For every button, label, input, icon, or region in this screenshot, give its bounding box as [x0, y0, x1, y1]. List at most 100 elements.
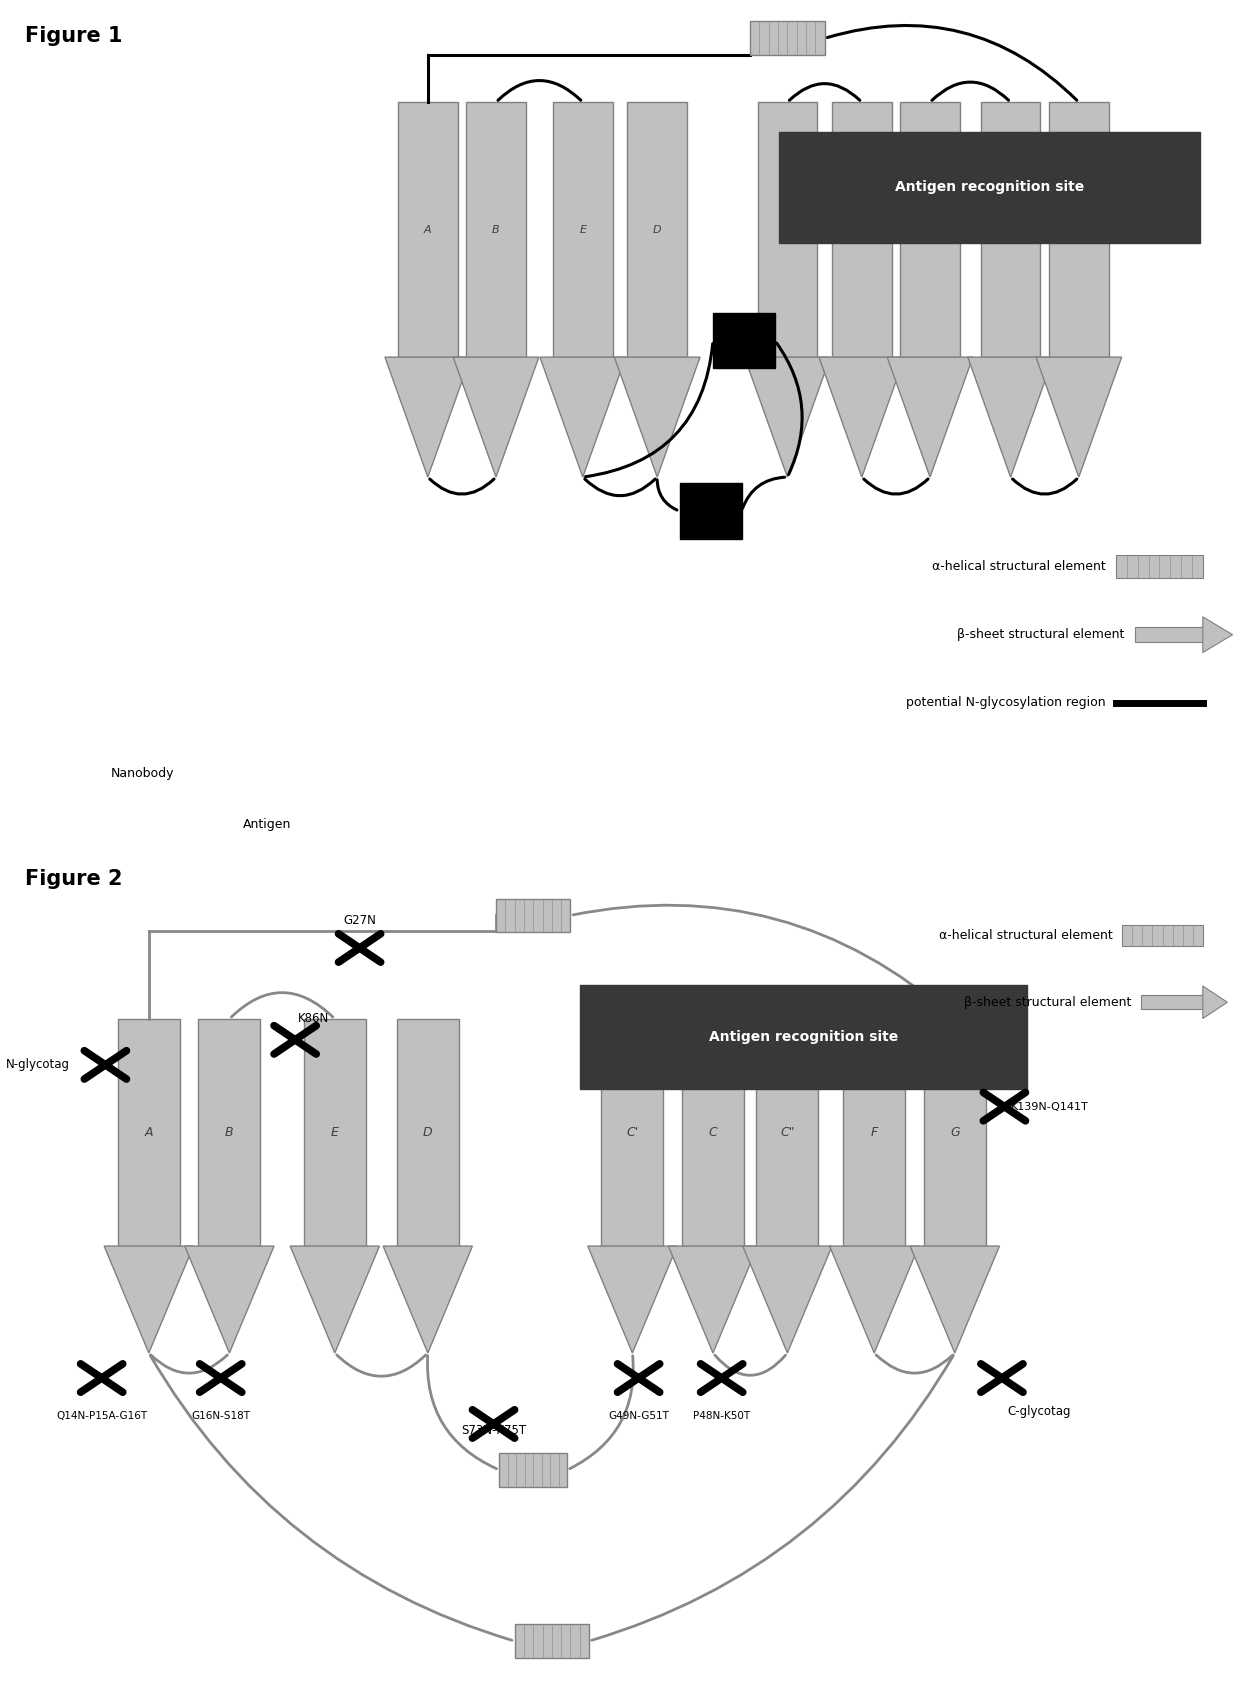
FancyArrowPatch shape [1013, 479, 1076, 494]
Text: B: B [492, 224, 500, 234]
Polygon shape [1035, 358, 1122, 477]
FancyArrowPatch shape [657, 479, 677, 509]
Polygon shape [981, 103, 1040, 358]
Text: C: C [858, 224, 866, 234]
Polygon shape [383, 1247, 472, 1353]
Polygon shape [818, 358, 905, 477]
FancyBboxPatch shape [580, 985, 1027, 1090]
Text: K139N-Q141T: K139N-Q141T [1011, 1102, 1089, 1112]
FancyArrowPatch shape [150, 1355, 512, 1640]
Polygon shape [539, 358, 626, 477]
Text: G16N-S18T: G16N-S18T [191, 1412, 250, 1422]
Bar [713, 314, 775, 368]
Text: D: D [653, 224, 661, 234]
Polygon shape [668, 1247, 758, 1353]
Text: A: A [145, 1125, 153, 1139]
FancyArrowPatch shape [932, 83, 1008, 100]
Text: B: B [226, 1125, 233, 1139]
FancyArrowPatch shape [714, 1355, 786, 1375]
Text: C: C [708, 1125, 718, 1139]
Text: Antigen recognition site: Antigen recognition site [895, 181, 1084, 194]
Text: Q14N-P15A-G16T: Q14N-P15A-G16T [56, 1412, 148, 1422]
Polygon shape [1135, 628, 1203, 643]
Text: S73N-K75T: S73N-K75T [461, 1424, 526, 1437]
Bar [750, 22, 825, 56]
Text: Figure 2: Figure 2 [25, 869, 123, 889]
FancyArrowPatch shape [337, 1355, 425, 1377]
Polygon shape [466, 103, 526, 358]
Text: C': C' [626, 1125, 639, 1139]
FancyArrowPatch shape [864, 479, 928, 494]
Polygon shape [588, 1247, 677, 1353]
FancyArrowPatch shape [232, 992, 332, 1017]
Text: F: F [870, 1125, 878, 1139]
Polygon shape [743, 1247, 832, 1353]
Polygon shape [924, 1019, 986, 1247]
FancyArrowPatch shape [498, 81, 580, 100]
Polygon shape [104, 1247, 193, 1353]
Text: N-glycotag: N-glycotag [6, 1058, 71, 1071]
FancyArrowPatch shape [585, 479, 655, 496]
Polygon shape [900, 103, 960, 358]
FancyArrowPatch shape [585, 344, 713, 477]
Text: C-glycotag: C-glycotag [1007, 1405, 1070, 1419]
Text: G49N-G51T: G49N-G51T [608, 1412, 670, 1422]
FancyArrowPatch shape [790, 84, 859, 100]
Polygon shape [614, 358, 701, 477]
Text: β-sheet structural element: β-sheet structural element [963, 995, 1131, 1009]
Text: E: E [331, 1125, 339, 1139]
Polygon shape [1203, 985, 1228, 1019]
Text: C': C' [782, 224, 792, 234]
FancyArrowPatch shape [151, 1355, 227, 1373]
Polygon shape [1141, 995, 1203, 1009]
Text: Antigen: Antigen [242, 818, 291, 832]
Polygon shape [304, 1019, 366, 1247]
Polygon shape [398, 103, 458, 358]
Polygon shape [1049, 103, 1109, 358]
FancyArrowPatch shape [430, 479, 494, 494]
FancyBboxPatch shape [779, 132, 1200, 243]
Text: F: F [1007, 224, 1014, 234]
Text: C": C" [924, 224, 936, 234]
Polygon shape [453, 358, 539, 477]
Polygon shape [118, 1019, 180, 1247]
Bar [1116, 555, 1203, 579]
FancyArrowPatch shape [877, 1355, 952, 1373]
Polygon shape [758, 103, 817, 358]
Text: G27N: G27N [343, 914, 376, 928]
FancyArrowPatch shape [743, 477, 785, 508]
Polygon shape [384, 358, 471, 477]
FancyArrowPatch shape [591, 1355, 954, 1640]
Text: Antigen recognition site: Antigen recognition site [709, 1029, 898, 1044]
Text: C": C" [780, 1125, 795, 1139]
Text: Nanobody: Nanobody [110, 768, 175, 779]
FancyArrowPatch shape [570, 1356, 634, 1469]
Polygon shape [553, 103, 613, 358]
Polygon shape [832, 103, 892, 358]
Bar [496, 899, 570, 933]
Text: D: D [423, 1125, 433, 1139]
Polygon shape [1203, 617, 1233, 653]
Bar [680, 484, 742, 538]
Text: β-sheet structural element: β-sheet structural element [957, 628, 1125, 641]
Polygon shape [198, 1019, 260, 1247]
Text: G: G [1075, 224, 1083, 234]
Polygon shape [843, 1019, 905, 1247]
Polygon shape [397, 1019, 459, 1247]
Polygon shape [601, 1019, 663, 1247]
Polygon shape [185, 1247, 274, 1353]
Text: P48N-K50T: P48N-K50T [693, 1412, 750, 1422]
FancyArrowPatch shape [573, 906, 952, 1017]
Bar [498, 1453, 567, 1486]
Polygon shape [830, 1247, 919, 1353]
Text: G: G [950, 1125, 960, 1139]
Polygon shape [910, 1247, 999, 1353]
FancyArrowPatch shape [634, 995, 712, 1017]
Text: E: E [579, 224, 587, 234]
Bar [515, 1625, 589, 1658]
Text: Figure 1: Figure 1 [25, 25, 123, 46]
Text: α-helical structural element: α-helical structural element [939, 930, 1112, 941]
FancyArrowPatch shape [827, 25, 1076, 100]
Text: A: A [424, 224, 432, 234]
Bar [1122, 924, 1203, 946]
